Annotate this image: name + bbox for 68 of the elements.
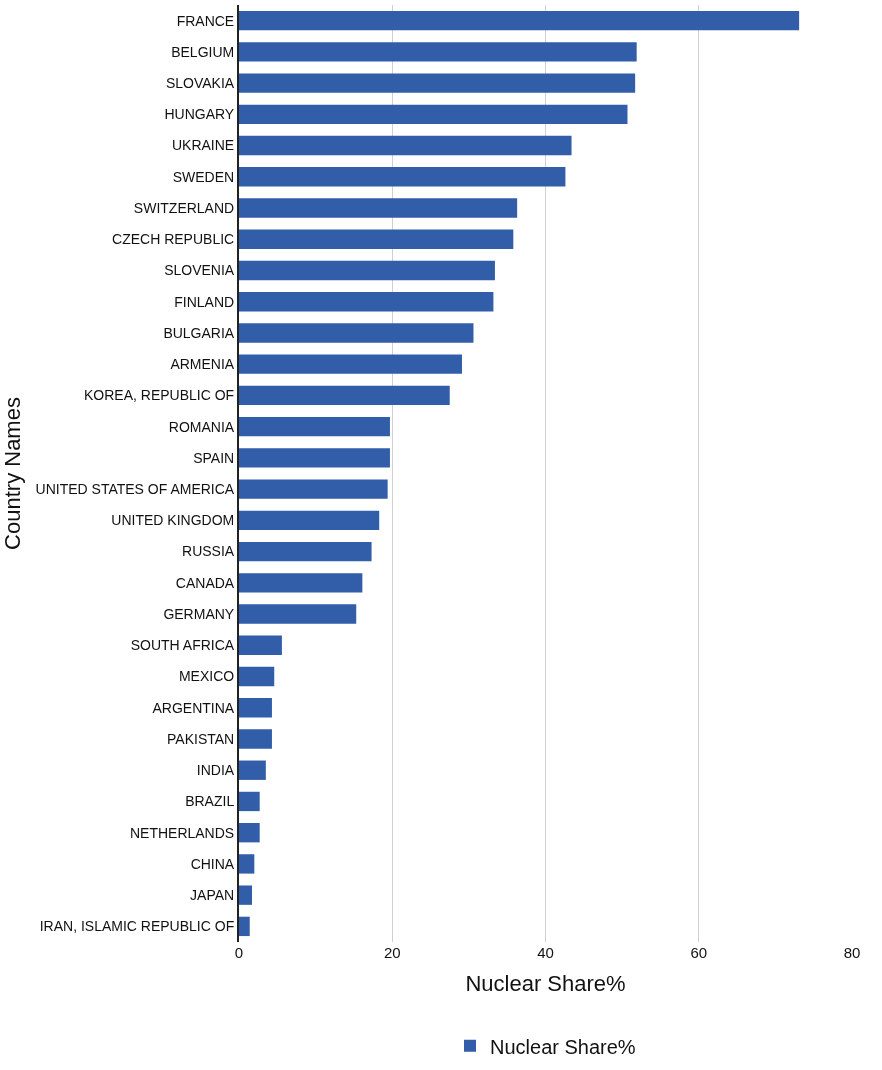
y-tick-label: SOUTH AFRICA (130, 637, 235, 654)
bar (239, 541, 372, 562)
bar (239, 10, 800, 31)
y-tick-label: CZECH REPUBLIC (112, 231, 235, 248)
bar (239, 167, 566, 187)
y-tick-label: SWEDEN (172, 168, 235, 185)
y-tick-label: GERMANY (163, 605, 235, 622)
legend-label: Nuclear Share% (490, 1035, 636, 1058)
y-tick-label: ARMENIA (170, 356, 235, 373)
y-tick-label: FRANCE (176, 12, 235, 29)
y-tick-label: ROMANIA (168, 418, 235, 435)
y-tick-label: UNITED STATES OF AMERICA (35, 481, 235, 498)
y-tick-label: FINLAND (174, 293, 235, 310)
bar (239, 635, 282, 655)
bar (239, 354, 462, 374)
bar (239, 448, 390, 468)
y-tick-label: SLOVENIA (164, 262, 235, 279)
bar (239, 885, 253, 905)
bar (239, 698, 272, 718)
bar (239, 385, 450, 406)
bar (239, 479, 388, 499)
x-tick-label: 40 (537, 944, 554, 961)
x-tick-label: 20 (383, 944, 401, 961)
x-tick-label: 60 (690, 944, 708, 961)
y-tick-label: RUSSIA (182, 543, 235, 560)
y-tick-label: BELGIUM (171, 43, 235, 60)
y-tick-label: KOREA, REPUBLIC OF (84, 387, 235, 404)
x-tick-label: 0 (234, 944, 244, 961)
y-tick-label: INDIA (196, 762, 235, 779)
y-tick-label: BRAZIL (185, 793, 235, 810)
y-tick-label: SWITZERLAND (133, 199, 235, 216)
y-tick-label: IRAN, ISLAMIC REPUBLIC OF (39, 918, 235, 935)
y-tick-label: CHINA (190, 855, 235, 872)
bar (239, 666, 275, 687)
bar (239, 823, 260, 843)
bar (239, 729, 272, 749)
y-tick-label: HUNGARY (164, 106, 235, 123)
y-tick-label: NETHERLANDS (129, 824, 235, 841)
y-tick-label: BULGARIA (163, 324, 235, 341)
y-tick-label: MEXICO (178, 668, 235, 685)
bar (239, 260, 495, 281)
bar (239, 323, 474, 343)
bar (239, 573, 363, 593)
bar (239, 854, 255, 874)
bar (239, 416, 390, 437)
x-tick-label: 80 (843, 944, 861, 961)
y-tick-label: CANADA (175, 574, 235, 591)
bar (239, 510, 380, 531)
bar (239, 42, 637, 62)
y-tick-label: SLOVAKIA (165, 74, 235, 91)
x-axis-title: Nuclear Share% (465, 970, 626, 996)
bar (239, 916, 250, 937)
bar (239, 104, 628, 124)
y-axis-title: Country Names (0, 397, 25, 550)
bar (239, 229, 514, 249)
y-tick-label: UNITED KINGDOM (111, 512, 235, 529)
bar (239, 198, 518, 218)
y-tick-label: PAKISTAN (167, 730, 235, 747)
bar (239, 73, 636, 93)
bar (239, 760, 266, 780)
y-tick-label: SPAIN (193, 449, 235, 466)
bar (239, 292, 494, 312)
bar (239, 135, 572, 156)
y-tick-label: ARGENTINA (152, 699, 235, 716)
bar (239, 791, 260, 812)
y-tick-label: JAPAN (190, 887, 235, 904)
y-tick-label: UKRAINE (171, 137, 235, 154)
bar (239, 604, 357, 624)
